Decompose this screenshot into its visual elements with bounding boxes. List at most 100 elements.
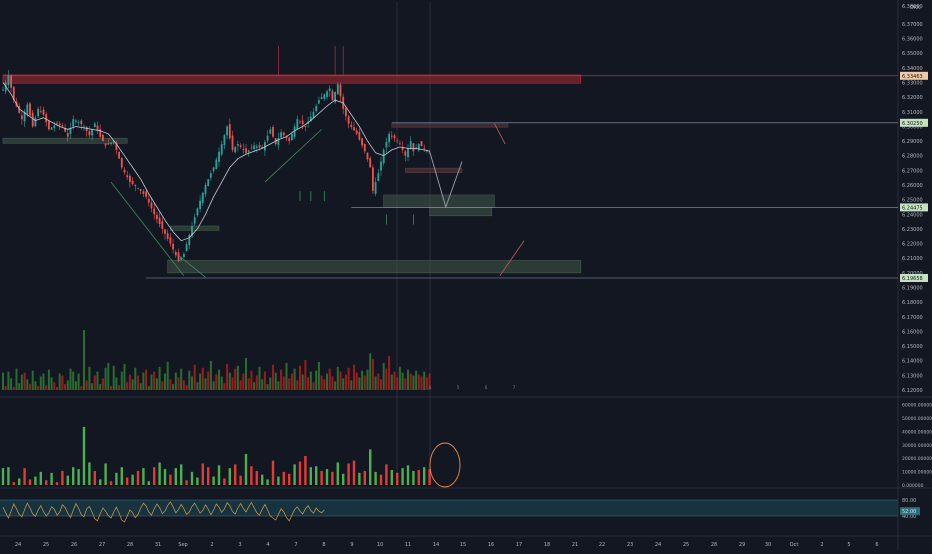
volume-overlay-bar (101, 378, 104, 390)
candle-body (10, 75, 12, 88)
volume-overlay-bar (288, 378, 291, 390)
candle-body (61, 125, 64, 127)
candle-body (123, 169, 126, 173)
zone-supply-small-1 (391, 122, 509, 128)
price-tick-label: 6.21000 (902, 256, 923, 262)
candle-body (323, 94, 326, 99)
volume-overlay-bar (139, 383, 142, 390)
candle-body (266, 135, 269, 141)
volume-overlay-bar (12, 387, 15, 390)
candle-body (185, 244, 188, 252)
candle-body (134, 184, 137, 186)
volume-overlay-bar (134, 367, 137, 390)
volume-bar (385, 464, 388, 485)
candle-body (417, 144, 420, 151)
candle-body (69, 127, 72, 134)
volume-overlay-bar (26, 379, 29, 390)
volume-bar (77, 469, 80, 485)
highlight-circle (429, 442, 461, 488)
price-tick-label: 6.32000 (902, 95, 923, 101)
candle-body (250, 147, 253, 149)
candle-body (29, 103, 31, 116)
time-tick-label: 24 (15, 542, 21, 548)
volume-bar (347, 463, 350, 485)
time-tick-label: 25 (683, 542, 689, 548)
volume-overlay-bar (374, 376, 377, 390)
volume-bar (352, 460, 356, 485)
volume-overlay-bar (347, 367, 350, 390)
candle-body (110, 142, 112, 145)
volume-overlay-bar (377, 373, 380, 390)
candle-body (228, 124, 231, 139)
volume-bar (423, 467, 426, 485)
zone-supply-small-2 (404, 167, 463, 173)
volume-overlay-bar (312, 382, 315, 390)
volume-bar (99, 479, 102, 485)
volume-bar (223, 478, 226, 485)
volume-overlay-bar (428, 373, 431, 390)
candle-body (350, 124, 353, 127)
candle-body (153, 208, 156, 215)
candle-body (66, 132, 69, 137)
volume-bar (277, 476, 280, 485)
volume-overlay-bar (409, 373, 412, 390)
volume-bar (261, 474, 264, 485)
volume-bar (374, 471, 377, 485)
volume-overlay-bar (223, 383, 226, 390)
candle-body (372, 167, 374, 191)
volume-bar (309, 467, 312, 485)
volume-overlay-bar (212, 381, 215, 390)
moving-average-series (2, 82, 430, 242)
time-tick-label: 5 (847, 542, 850, 548)
zone-support-left (2, 137, 128, 144)
volume-bar (18, 478, 21, 485)
volume-overlay-bar (66, 380, 69, 390)
candle-body (166, 233, 169, 239)
candle-body (326, 91, 328, 97)
trend-line (499, 240, 525, 277)
price-tick-label: 6.16000 (902, 329, 923, 335)
volume-bar (39, 471, 42, 485)
volume-overlay-bar (412, 375, 415, 390)
candle-body (331, 90, 334, 101)
volume-overlay-bar (37, 386, 40, 390)
candle-body (45, 114, 48, 123)
candle-body (177, 252, 180, 262)
candle-body (91, 129, 93, 136)
price-tick-label: 6.36000 (902, 37, 923, 43)
candle-body (104, 143, 107, 146)
zones-layer (2, 74, 582, 274)
candle-body (380, 161, 382, 171)
candle-body (93, 123, 96, 128)
zone-resistance (2, 74, 582, 84)
time-tick-label: 23 (627, 542, 633, 548)
price-highlight-box (900, 118, 928, 127)
price-tick-label: 6.24000 (902, 212, 923, 218)
volume-overlay-bar (123, 363, 126, 390)
volume-overlay-bar (45, 385, 48, 390)
volume-overlay-bar (193, 364, 196, 390)
volume-bar (109, 481, 113, 485)
volume-overlay-bar (393, 371, 396, 390)
volume-overlay-bar (247, 378, 250, 390)
candle-body (258, 145, 261, 148)
volume-bar (180, 464, 183, 485)
price-highlight-label: 6.24475 (902, 205, 923, 211)
candle-body (261, 146, 264, 149)
candle-body (120, 157, 123, 168)
candle-body (18, 106, 21, 113)
candle-body (210, 173, 212, 178)
candle-body (75, 120, 77, 122)
volume-overlay-bar (199, 373, 202, 390)
candle-body (142, 191, 145, 194)
candle-body (404, 151, 407, 156)
time-tick-label: 3 (238, 542, 241, 548)
volume-overlay-bar (350, 380, 353, 390)
oscillator-current-box (900, 507, 920, 516)
volume-bar (271, 460, 275, 485)
volume-overlay-bar (353, 364, 355, 390)
candle-body (139, 189, 142, 191)
oscillator-tick-label: 80.00 (902, 498, 916, 504)
